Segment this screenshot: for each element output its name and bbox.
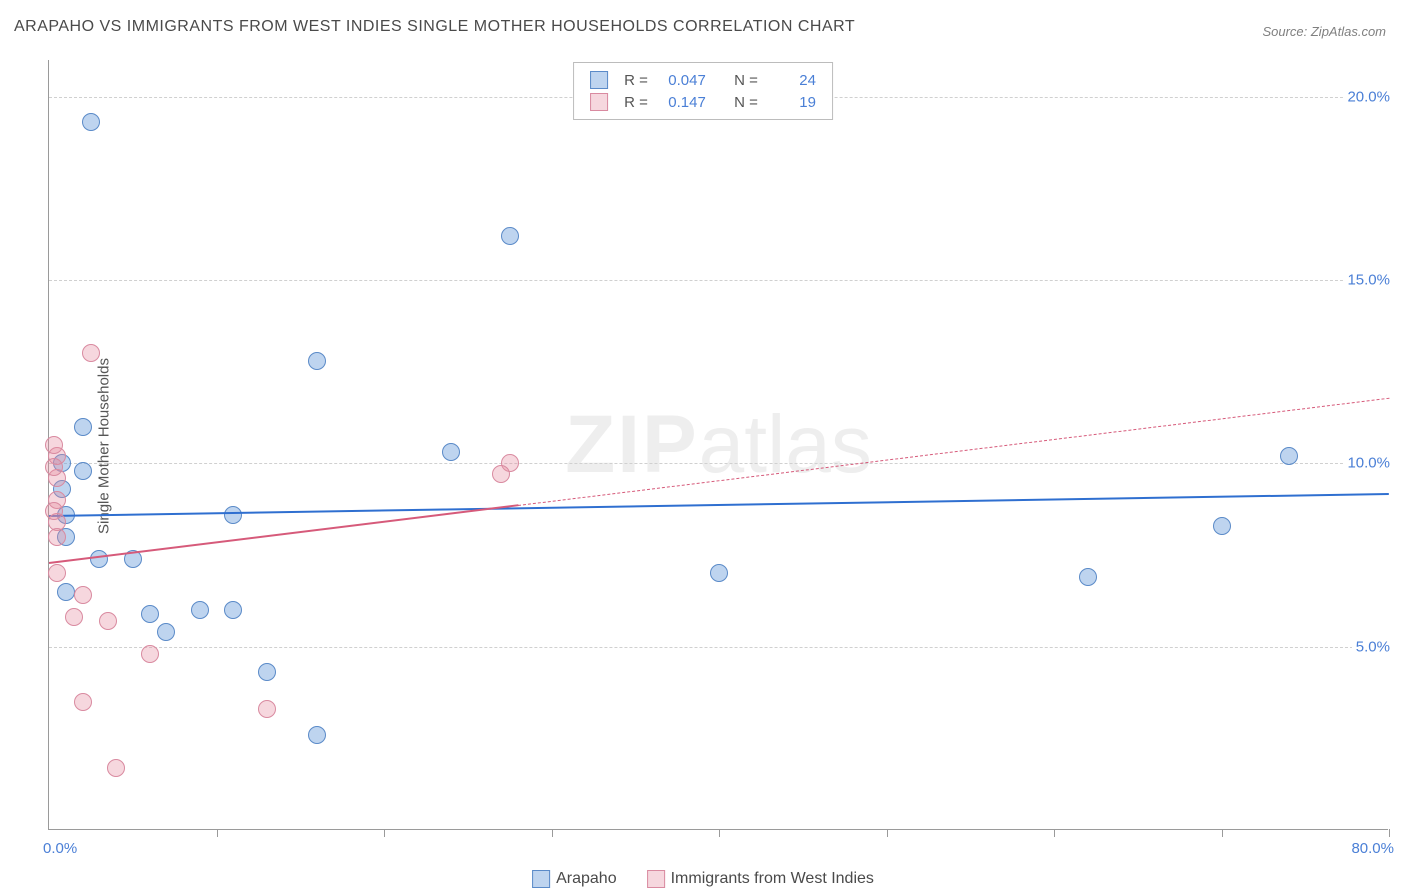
watermark-zip: ZIP: [565, 399, 699, 490]
legend-swatch: [590, 93, 608, 111]
data-point: [48, 564, 66, 582]
x-tick: [1222, 829, 1223, 837]
series-legend: Arapaho Immigrants from West Indies: [532, 870, 874, 888]
correlation-legend: R = 0.047 N = 24 R = 0.147 N = 19: [573, 62, 833, 120]
x-tick: [719, 829, 720, 837]
trend-line: [49, 493, 1389, 517]
data-point: [710, 564, 728, 582]
y-tick-label: 10.0%: [1343, 455, 1390, 472]
data-point: [308, 352, 326, 370]
y-tick-label: 15.0%: [1343, 272, 1390, 289]
x-tick: [1054, 829, 1055, 837]
data-point: [99, 612, 117, 630]
data-point: [48, 528, 66, 546]
data-point: [45, 502, 63, 520]
y-tick-label: 5.0%: [1352, 638, 1390, 655]
legend-correlation-row: R = 0.047 N = 24: [590, 69, 816, 91]
x-tick-label-end: 80.0%: [1351, 840, 1394, 857]
data-point: [308, 726, 326, 744]
legend-label: Immigrants from West Indies: [671, 870, 874, 888]
watermark: ZIPatlas: [565, 398, 872, 492]
r-value: 0.047: [658, 72, 706, 89]
legend-swatch: [647, 870, 665, 888]
data-point: [141, 645, 159, 663]
data-point: [1213, 517, 1231, 535]
gridline: [49, 647, 1388, 648]
r-label: R =: [624, 72, 648, 89]
data-point: [442, 443, 460, 461]
legend-label: Arapaho: [556, 870, 617, 888]
data-point: [74, 462, 92, 480]
data-point: [57, 583, 75, 601]
x-tick: [217, 829, 218, 837]
data-point: [1079, 568, 1097, 586]
legend-item: Arapaho: [532, 870, 617, 888]
x-tick: [1389, 829, 1390, 837]
r-value: 0.147: [658, 94, 706, 111]
gridline: [49, 463, 1388, 464]
legend-correlation-row: R = 0.147 N = 19: [590, 91, 816, 113]
n-label: N =: [734, 94, 758, 111]
data-point: [258, 663, 276, 681]
legend-swatch: [590, 71, 608, 89]
n-label: N =: [734, 72, 758, 89]
legend-item: Immigrants from West Indies: [647, 870, 874, 888]
data-point: [82, 113, 100, 131]
data-point: [90, 550, 108, 568]
gridline: [49, 280, 1388, 281]
n-value: 19: [768, 94, 816, 111]
data-point: [45, 458, 63, 476]
data-point: [224, 506, 242, 524]
data-point: [82, 344, 100, 362]
legend-swatch: [532, 870, 550, 888]
plot-area: ZIPatlas 5.0%10.0%15.0%20.0%0.0%80.0%: [48, 60, 1388, 830]
data-point: [258, 700, 276, 718]
data-point: [74, 418, 92, 436]
source-attribution: Source: ZipAtlas.com: [1262, 24, 1386, 39]
data-point: [74, 693, 92, 711]
chart-title: ARAPAHO VS IMMIGRANTS FROM WEST INDIES S…: [14, 18, 855, 36]
data-point: [141, 605, 159, 623]
x-tick: [552, 829, 553, 837]
data-point: [107, 759, 125, 777]
x-tick-label-start: 0.0%: [43, 840, 77, 857]
trend-line: [518, 397, 1389, 505]
n-value: 24: [768, 72, 816, 89]
data-point: [45, 436, 63, 454]
data-point: [1280, 447, 1298, 465]
watermark-atlas: atlas: [699, 399, 872, 490]
data-point: [492, 465, 510, 483]
data-point: [501, 227, 519, 245]
x-tick: [384, 829, 385, 837]
data-point: [224, 601, 242, 619]
data-point: [157, 623, 175, 641]
data-point: [74, 586, 92, 604]
data-point: [191, 601, 209, 619]
x-tick: [887, 829, 888, 837]
data-point: [65, 608, 83, 626]
r-label: R =: [624, 94, 648, 111]
y-tick-label: 20.0%: [1343, 88, 1390, 105]
